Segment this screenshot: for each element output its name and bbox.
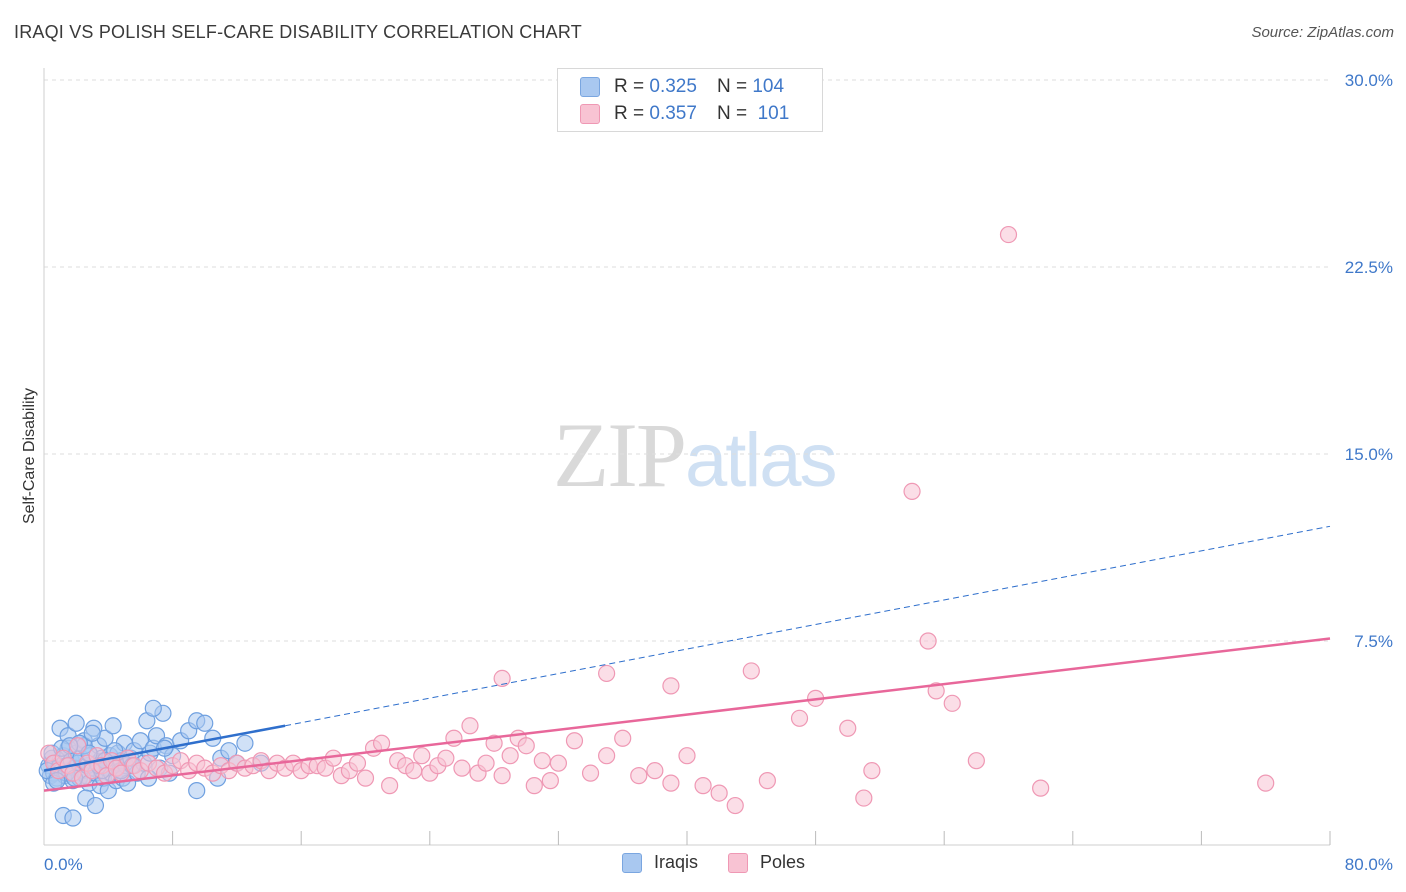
- legend-n-label: N =: [716, 76, 748, 97]
- pole-point: [662, 677, 680, 695]
- pole-point: [943, 694, 961, 712]
- pole-point: [790, 709, 809, 727]
- iraqi-point: [196, 714, 214, 732]
- legend-r-value-poles: 0.357: [649, 103, 697, 124]
- legend-item-iraqis[interactable]: Iraqis: [622, 852, 698, 873]
- legend-label-poles: Poles: [760, 852, 806, 872]
- legend-row-iraqis: R = 0.325 N = 104: [580, 74, 784, 100]
- series-legend: Iraqis Poles: [622, 852, 835, 873]
- legend-swatch-iraqis: [622, 852, 642, 873]
- legend-n-value-iraqis: 104: [752, 76, 785, 97]
- pole-point: [1032, 779, 1050, 797]
- pole-point: [927, 682, 945, 700]
- pole-point: [517, 737, 535, 755]
- pole-point: [694, 777, 712, 795]
- pole-point: [646, 762, 664, 780]
- pole-point: [565, 732, 584, 750]
- pole-point: [614, 729, 632, 747]
- pole-point: [742, 662, 760, 680]
- pole-point: [726, 796, 744, 815]
- pole-point: [581, 764, 600, 782]
- iraqi-trend-extension: [285, 525, 1331, 727]
- iraqi-point: [236, 734, 254, 752]
- pole-point: [549, 754, 568, 772]
- chart-title: IRAQI VS POLISH SELF-CARE DISABILITY COR…: [14, 22, 582, 42]
- watermark-atlas: atlas: [685, 418, 838, 503]
- pole-point: [598, 664, 616, 683]
- legend-r-label: R =: [614, 76, 645, 97]
- pole-point: [453, 759, 471, 777]
- pole-point: [356, 769, 375, 787]
- pole-point: [710, 784, 728, 802]
- legend-swatch-poles: [728, 852, 749, 873]
- pole-point: [69, 737, 87, 755]
- legend-swatch-iraqis: [580, 77, 600, 97]
- pole-point: [501, 747, 519, 765]
- pole-point: [437, 749, 455, 767]
- legend-item-poles[interactable]: Poles: [728, 852, 805, 873]
- pole-point: [598, 747, 616, 765]
- pole-point: [903, 482, 921, 500]
- pole-trend-line: [43, 637, 1331, 792]
- legend-n-label: N =: [716, 103, 748, 124]
- watermark-zip: ZIP: [553, 404, 687, 506]
- pole-point: [477, 754, 495, 772]
- iraqi-point: [67, 714, 85, 732]
- pole-point: [461, 717, 479, 735]
- iraqi-point: [64, 809, 82, 827]
- pole-point: [493, 767, 511, 785]
- pole-point: [630, 767, 648, 785]
- pole-point: [533, 752, 551, 770]
- data-points: [38, 88, 1275, 827]
- pole-point: [999, 225, 1018, 244]
- pole-point: [855, 789, 873, 807]
- pole-point: [525, 777, 543, 795]
- pole-point: [541, 772, 559, 790]
- pole-point: [348, 754, 367, 772]
- iraqi-trend-line: [43, 724, 286, 772]
- iraqi-point: [144, 699, 162, 717]
- pole-point: [678, 747, 696, 765]
- trend-lines: [43, 525, 1331, 792]
- pole-point: [758, 772, 776, 790]
- axes: [43, 68, 1331, 846]
- y-tick-label: 7.5%: [1354, 632, 1393, 651]
- legend-r-value-iraqis: 0.325: [649, 76, 697, 97]
- stats-legend: R = 0.325 N = 104 R = 0.357 N = 101: [557, 68, 823, 132]
- x-tick-label: 0.0%: [44, 855, 83, 874]
- pole-point: [839, 719, 857, 737]
- pole-point: [919, 632, 937, 650]
- iraqi-point: [220, 742, 238, 760]
- legend-swatch-poles: [580, 104, 600, 124]
- legend-n-value-poles: 101: [757, 103, 790, 124]
- tick-labels: 7.5% 15.0% 22.5% 30.0% 0.0% 80.0%: [44, 71, 1393, 874]
- iraqi-point: [188, 781, 206, 800]
- iraqi-point: [104, 717, 122, 735]
- pole-point: [863, 762, 881, 780]
- pole-point: [662, 774, 680, 792]
- iraqi-point: [83, 724, 101, 742]
- pole-point: [405, 762, 423, 780]
- pole-point: [493, 669, 511, 688]
- pole-point: [413, 747, 431, 765]
- source-label: Source: ZipAtlas.com: [1251, 24, 1394, 41]
- pole-point: [381, 777, 399, 795]
- pole-point: [485, 734, 503, 752]
- y-tick-label: 15.0%: [1345, 445, 1393, 464]
- pole-point: [967, 752, 985, 770]
- iraqi-point: [86, 796, 105, 815]
- x-tick-label: 80.0%: [1345, 855, 1393, 874]
- y-tick-label: 22.5%: [1345, 258, 1393, 277]
- y-tick-label: 30.0%: [1345, 71, 1393, 90]
- iraqi-point: [131, 732, 150, 750]
- pole-point: [1257, 774, 1275, 792]
- grid-lines: [44, 79, 1330, 642]
- watermark: ZIPatlas: [553, 402, 838, 508]
- legend-label-iraqis: Iraqis: [654, 852, 699, 872]
- legend-row-poles: R = 0.357 N = 101: [580, 101, 789, 127]
- legend-r-label: R =: [614, 103, 645, 124]
